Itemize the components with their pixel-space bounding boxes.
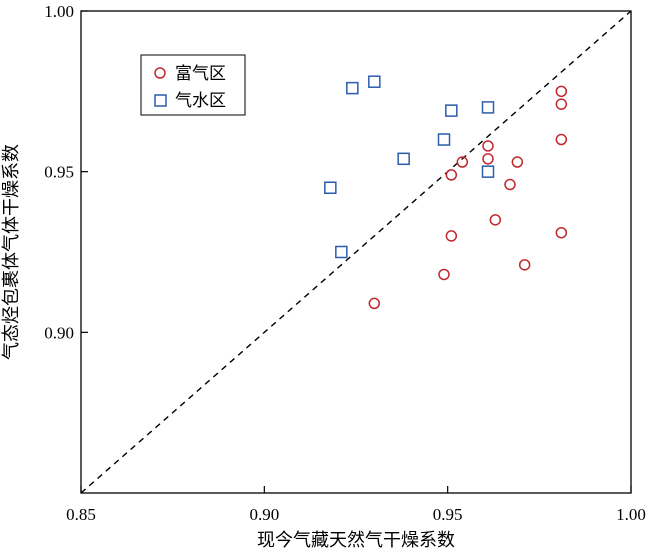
data-point-series-1 (555, 98, 568, 110)
data-point-series-2 (335, 245, 348, 259)
y-tick-label: 0.95 (44, 163, 74, 182)
x-axis-title: 现今气藏天然气干燥系数 (257, 530, 455, 551)
x-tick-label: 0.95 (433, 505, 463, 524)
data-point-series-1 (511, 156, 524, 168)
plot-frame (80, 10, 632, 494)
x-axis: 0.85 0.90 0.95 1.00 (66, 486, 646, 524)
data-point-series-1 (482, 153, 494, 165)
data-point-series-2 (397, 152, 410, 166)
y-tick-label: 0.90 (44, 323, 74, 342)
reference-line (80, 10, 632, 494)
legend-box (140, 54, 246, 116)
y-tick-label: 1.00 (44, 2, 74, 21)
x-tick-label: 0.90 (249, 505, 279, 524)
y-axis: 0.90 0.95 1.00 (44, 2, 88, 342)
x-tick-label: 0.85 (66, 505, 96, 524)
data-point-series-1 (504, 178, 516, 191)
data-point-series-1 (438, 268, 450, 281)
data-point-series-2 (368, 75, 381, 88)
legend-marker-series-1 (154, 67, 166, 79)
data-point-series-1 (518, 259, 531, 271)
data-point-series-2 (346, 81, 359, 95)
legend: 富气区 气水区 (140, 54, 246, 116)
data-point-series-2 (481, 165, 495, 178)
data-point-series-1 (555, 85, 568, 98)
data-point-series-1 (445, 230, 458, 242)
data-point-series-1 (368, 297, 381, 310)
x-tick-label: 1.00 (616, 505, 646, 524)
data-point-series-1 (489, 214, 502, 226)
data-point-series-2 (481, 101, 495, 114)
data-point-series-1 (482, 140, 494, 152)
data-point-series-1 (555, 226, 568, 239)
legend-marker-series-2 (154, 94, 167, 107)
legend-label-series-2: 气水区 (175, 91, 226, 111)
data-point-series-2 (445, 104, 458, 117)
data-points (324, 75, 568, 310)
data-point-series-1 (555, 133, 568, 146)
data-point-series-2 (324, 181, 337, 194)
data-point-series-1 (445, 169, 458, 181)
data-point-series-1 (456, 156, 469, 168)
y-axis-title: 气态烃包裹体气体干燥系数 (1, 144, 22, 360)
data-point-series-2 (437, 133, 451, 146)
legend-label-series-1: 富气区 (175, 64, 226, 84)
